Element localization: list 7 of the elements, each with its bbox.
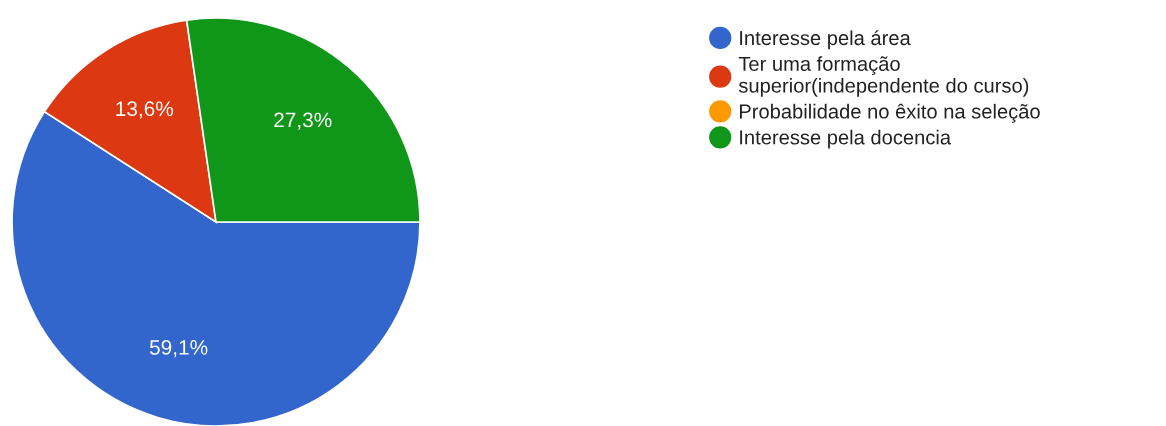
legend-label: Ter uma formação superior(independente do curso) (738, 56, 1029, 97)
data-label: 27,3% (274, 112, 332, 130)
legend-label: Probabilidade no êxito na seleção (739, 103, 1040, 123)
data-label: 59,1% (149, 340, 208, 358)
legend-label: Interesse pela área (740, 30, 911, 50)
legend-label: Interesse pela docencia (740, 129, 952, 149)
data-label: 13,6% (116, 101, 174, 119)
